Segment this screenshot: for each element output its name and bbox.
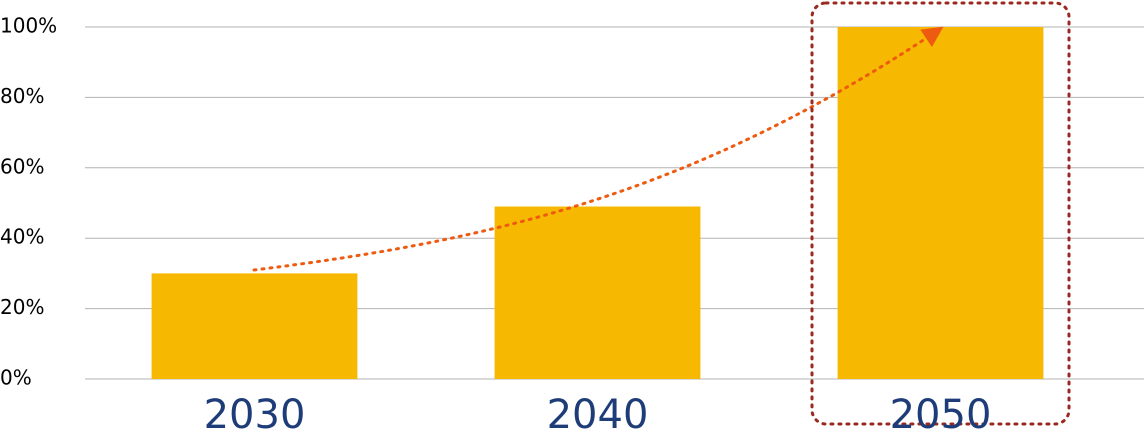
y-tick-label: 0% [0,366,32,390]
bar [494,206,701,379]
x-tick-label: 2040 [547,392,649,436]
bar [837,27,1044,379]
highlight-box [810,1,1071,426]
bar [151,273,358,379]
y-tick-label: 40% [0,225,44,249]
bars [151,27,1044,379]
y-tick-label: 100% [0,14,57,38]
y-tick-label: 20% [0,295,44,319]
x-tick-label: 2030 [204,392,306,436]
x-tick-label: 2050 [890,392,992,436]
y-tick-label: 60% [0,154,44,178]
trend-arrow [252,26,944,272]
y-tick-label: 80% [0,84,44,108]
